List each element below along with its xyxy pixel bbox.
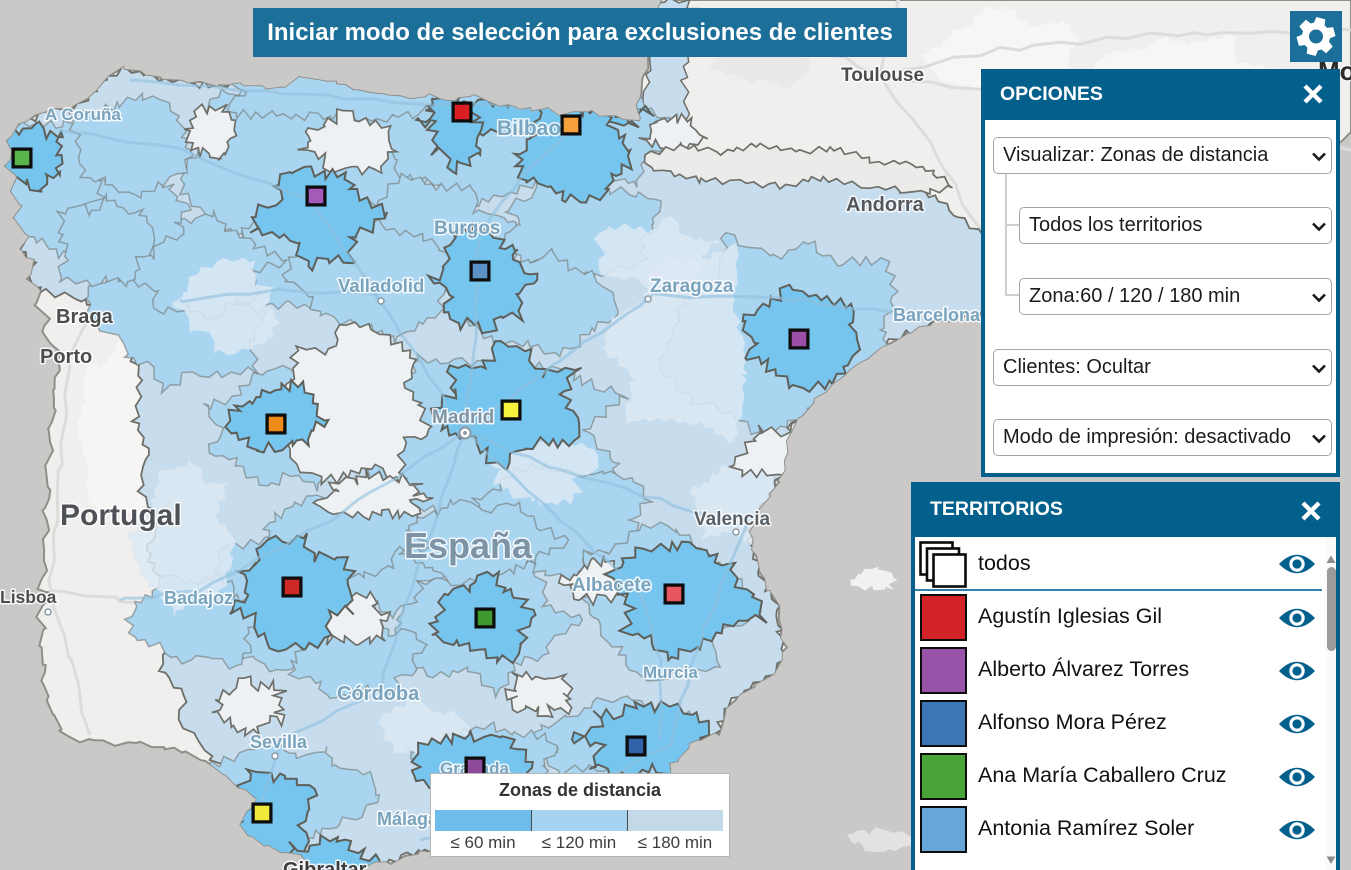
svg-text:Burgos: Burgos xyxy=(434,218,501,239)
svg-text:Toulouse: Toulouse xyxy=(841,65,924,86)
svg-text:España: España xyxy=(404,525,533,566)
svg-text:Valladolid: Valladolid xyxy=(338,275,424,296)
svg-text:Albacete: Albacete xyxy=(572,575,651,596)
svg-text:Córdoba: Córdoba xyxy=(337,683,420,705)
svg-text:Braga: Braga xyxy=(56,306,114,328)
svg-text:Lisboa: Lisboa xyxy=(0,587,57,607)
svg-text:Bilbao: Bilbao xyxy=(497,117,561,140)
svg-text:Porto: Porto xyxy=(40,346,92,368)
svg-text:Zaragoza: Zaragoza xyxy=(650,276,734,297)
svg-text:Gibraltar: Gibraltar xyxy=(283,859,367,870)
svg-text:Sevilla: Sevilla xyxy=(250,732,308,752)
svg-text:Málaga: Málaga xyxy=(377,809,439,829)
svg-text:Murcia: Murcia xyxy=(643,663,698,682)
svg-text:Andorra: Andorra xyxy=(846,194,925,216)
svg-text:A Coruña: A Coruña xyxy=(45,105,121,124)
svg-text:Portugal: Portugal xyxy=(60,499,182,532)
svg-text:Valencia: Valencia xyxy=(694,509,770,530)
svg-text:Madrid: Madrid xyxy=(432,407,494,428)
svg-text:Barcelona: Barcelona xyxy=(893,305,981,325)
svg-text:Badajoz: Badajoz xyxy=(164,588,233,608)
